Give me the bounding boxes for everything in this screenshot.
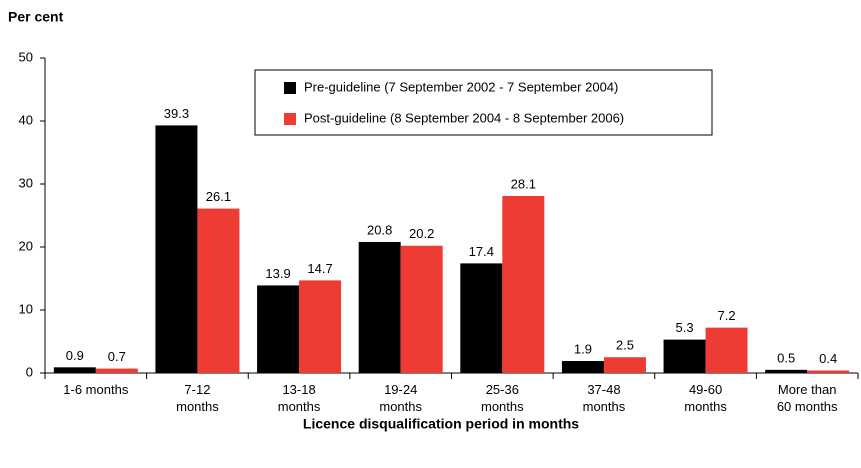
x-tick-label-line: 49-60 <box>689 382 722 397</box>
x-tick-label: 1-6 months <box>63 382 129 397</box>
bar <box>705 327 748 373</box>
value-label: 2.5 <box>616 338 634 353</box>
value-label: 26.1 <box>206 189 231 204</box>
bar <box>53 367 96 373</box>
x-tick-label-line: months <box>684 399 727 414</box>
x-tick-label-line: months <box>278 399 321 414</box>
bar <box>400 245 443 373</box>
bar <box>257 285 300 373</box>
bar <box>299 280 342 373</box>
legend-swatch <box>284 82 296 94</box>
x-tick-label: 19-24 months <box>379 382 422 414</box>
x-tick-label: 25-36 months <box>481 382 524 414</box>
value-label: 5.3 <box>676 320 694 335</box>
bar <box>95 368 138 373</box>
x-tick-label-line: 37-48 <box>587 382 620 397</box>
y-tick-label: 40 <box>19 112 33 127</box>
y-tick-label: 20 <box>19 238 33 253</box>
x-tick-label-line: months <box>481 399 524 414</box>
value-label: 13.9 <box>265 266 290 281</box>
legend-label: Post-guideline (8 September 2004 - 8 Sep… <box>304 110 624 125</box>
x-tick-label-line: 19-24 <box>384 382 417 397</box>
value-label: 0.5 <box>777 350 795 365</box>
x-tick-label-line: months <box>379 399 422 414</box>
x-tick-label-line: More than <box>778 382 837 397</box>
y-tick-label: 10 <box>19 301 33 316</box>
value-label: 39.3 <box>164 106 189 121</box>
value-label: 14.7 <box>307 261 332 276</box>
value-label: 0.9 <box>66 348 84 363</box>
legend-box <box>254 69 713 136</box>
x-tick-label-line: 7-12 <box>184 382 210 397</box>
value-label: 0.4 <box>819 351 837 366</box>
bar <box>807 370 850 373</box>
x-tick-label-line: 60 months <box>777 399 838 414</box>
value-label: 20.8 <box>367 222 392 237</box>
y-tick-label: 30 <box>19 175 33 190</box>
x-tick-label-line: 13-18 <box>282 382 315 397</box>
bar <box>502 195 545 373</box>
x-tick-label: 37-48 months <box>583 382 626 414</box>
x-tick-label: More than 60 months <box>777 382 838 414</box>
x-tick-label: 13-18 months <box>278 382 321 414</box>
bar <box>358 241 401 373</box>
bar <box>197 208 240 373</box>
x-tick-label-line: months <box>176 399 219 414</box>
value-label: 1.9 <box>574 341 592 356</box>
x-tick-label-line: 25-36 <box>486 382 519 397</box>
bar <box>561 361 604 373</box>
bar <box>603 357 646 373</box>
y-tick-label: 0 <box>26 364 33 379</box>
legend-label: Pre-guideline (7 September 2002 - 7 Sept… <box>304 79 618 94</box>
legend-swatch <box>284 113 296 125</box>
x-tick-label: 49-60 months <box>684 382 727 414</box>
bar <box>765 369 808 373</box>
value-label: 7.2 <box>718 308 736 323</box>
x-tick-label: 7-12 months <box>176 382 219 414</box>
x-axis-label: Licence disqualification period in month… <box>303 416 579 432</box>
bar <box>155 125 198 373</box>
y-axis-label: Per cent <box>8 9 64 25</box>
bar <box>663 339 706 373</box>
x-tick-label-line: months <box>583 399 626 414</box>
y-tick-label: 50 <box>19 49 33 64</box>
bar <box>460 263 503 373</box>
value-label: 17.4 <box>469 244 494 259</box>
value-label: 0.7 <box>108 349 126 364</box>
value-label: 28.1 <box>511 176 536 191</box>
x-tick-label-line: 1-6 months <box>63 382 129 397</box>
value-label: 20.2 <box>409 226 434 241</box>
